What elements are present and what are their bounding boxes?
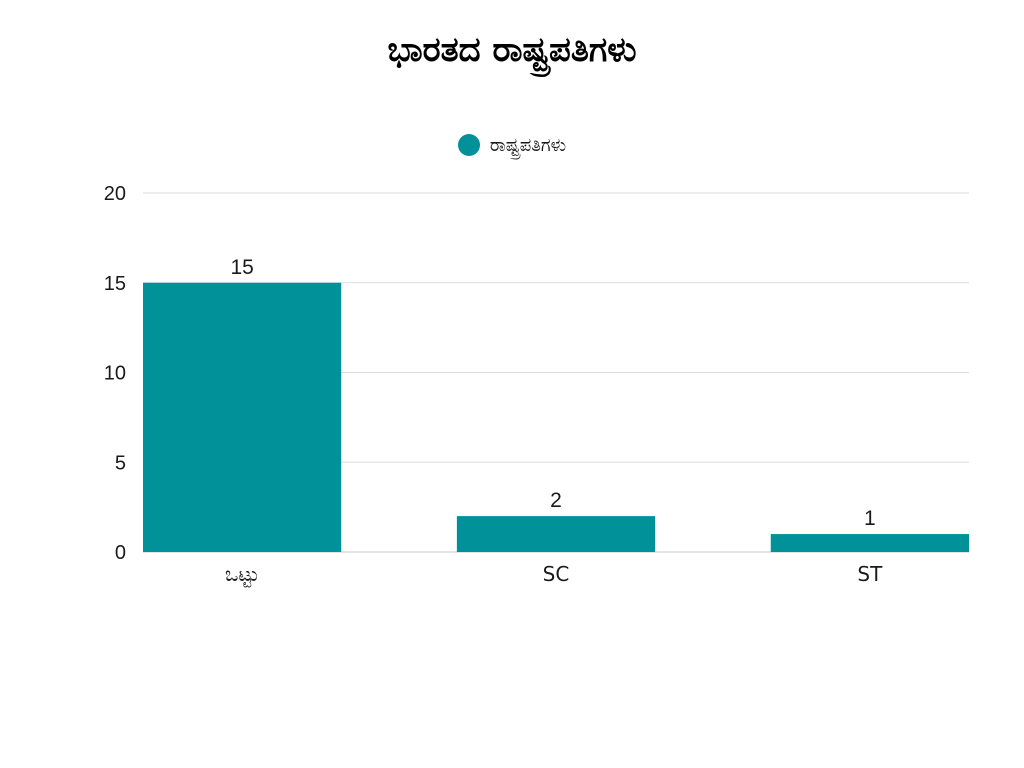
legend-swatch — [457, 134, 480, 156]
x-tick-label: SC — [543, 562, 570, 586]
y-tick-label: 15 — [104, 273, 126, 295]
chart-title: ಭಾರತದ ರಾಷ್ಟ್ರಪತಿಗಳು — [387, 30, 637, 70]
bar — [143, 282, 342, 552]
bar — [770, 534, 969, 552]
legend: ರಾಷ್ಟ್ರಪತಿಗಳು — [0, 134, 1024, 156]
x-tick-label: ಒಟ್ಟು — [225, 562, 259, 588]
y-tick-label: 0 — [115, 542, 126, 564]
bar — [456, 516, 656, 552]
data-label: 1 — [864, 507, 876, 530]
data-label: 2 — [550, 489, 562, 512]
y-tick-label: 20 — [104, 183, 126, 205]
y-tick-label: 5 — [115, 452, 126, 474]
y-tick-label: 10 — [104, 363, 126, 385]
bar-layer — [143, 282, 969, 552]
x-tick-label: ST — [857, 562, 883, 586]
legend-label: ರಾಷ್ಟ್ರಪತಿಗಳು — [489, 134, 567, 156]
data-label: 15 — [230, 256, 253, 279]
label-layer: 0 5 10 15 20 15 ಒಟ್ಟು 2 SC 1 ST — [104, 183, 883, 588]
